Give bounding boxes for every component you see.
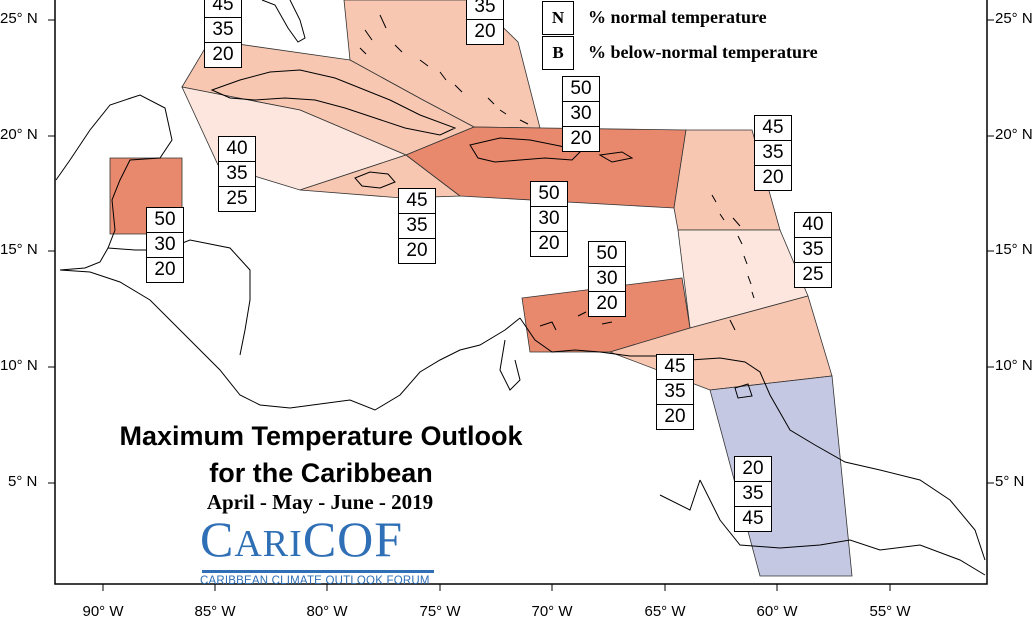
graticule-ticks <box>48 19 994 591</box>
logo-letter-c: C <box>200 511 235 567</box>
lat-label-25n-right: 25° N <box>995 10 1033 27</box>
prob-box-trinidad: 45 35 20 <box>656 354 694 430</box>
lon-label-65w: 65° W <box>644 603 686 620</box>
prob-below: 45 <box>735 506 771 531</box>
coastlines <box>55 0 986 576</box>
prob-above: 45 <box>212 0 234 15</box>
lon-label-80w: 80° W <box>306 603 348 620</box>
prob-below: 20 <box>589 291 625 316</box>
prob-above: 50 <box>596 243 618 264</box>
prob-normal: 35 <box>735 481 771 506</box>
prob-below: 20 <box>467 19 503 44</box>
prob-above: 45 <box>664 356 686 377</box>
map-title: Maximum Temperature Outlook for the Cari… <box>95 418 547 492</box>
legend-text-below: % below-normal temperature <box>588 42 818 62</box>
prob-normal: 30 <box>563 101 599 126</box>
forecast-period: April - May - June - 2019 <box>206 490 434 514</box>
prob-normal: 35 <box>795 237 831 262</box>
lon-label-55w: 55° W <box>869 603 911 620</box>
lat-label-15n-right: 15° N <box>995 241 1033 258</box>
prob-below: 25 <box>795 262 831 287</box>
lat-label-20n-right: 20° N <box>995 126 1033 143</box>
lon-label-90w: 90° W <box>82 603 124 620</box>
lon-label-60w: 60° W <box>756 603 798 620</box>
prob-box-hispaniola: 50 30 20 <box>562 76 600 152</box>
legend-text-normal: % normal temperature <box>588 7 767 27</box>
prob-normal: 35 <box>474 0 496 17</box>
legend-key-normal: N <box>542 0 574 35</box>
prob-normal: 30 <box>147 232 183 257</box>
prob-above: 45 <box>762 117 784 138</box>
lat-label-25n-left: 25° N <box>0 10 38 27</box>
prob-below: 20 <box>205 42 241 67</box>
prob-box-windward: 40 35 25 <box>794 212 832 288</box>
legend: N % normal temperature B % below-normal … <box>542 0 818 70</box>
prob-below: 25 <box>219 186 255 211</box>
legend-row-normal: N % normal temperature <box>542 0 818 35</box>
prob-below: 20 <box>657 404 693 429</box>
legend-key-below: B <box>542 35 574 70</box>
prob-above: 50 <box>538 183 560 204</box>
prob-below: 20 <box>563 126 599 151</box>
lat-label-20n-left: 20° N <box>0 126 38 143</box>
logo-rule <box>202 570 434 573</box>
lat-label-15n-left: 15° N <box>0 241 38 258</box>
prob-normal: 35 <box>399 213 435 238</box>
legend-row-below: B % below-normal temperature <box>542 35 818 70</box>
lat-label-10n-right: 10° N <box>995 357 1033 374</box>
prob-box-abc: 50 30 20 <box>588 241 626 317</box>
prob-above: 40 <box>802 214 824 235</box>
prob-box-western-caribbean: 40 35 25 <box>218 136 256 212</box>
prob-normal: 30 <box>589 266 625 291</box>
lat-label-5n-right: 5° N <box>995 473 1025 490</box>
lat-label-10n-left: 10° N <box>0 357 38 374</box>
prob-box-jamaica: 45 35 20 <box>398 188 436 264</box>
caricof-logo: CARICOF CARIBBEAN CLIMATE OUTLOOK FORUM <box>200 513 436 587</box>
caricof-tagline: CARIBBEAN CLIMATE OUTLOOK FORUM <box>200 575 430 587</box>
map-title-line2: for the Caribbean <box>209 458 433 488</box>
prob-above: 45 <box>406 190 428 211</box>
lat-label-5n-left: 5° N <box>8 473 38 490</box>
prob-above: 20 <box>742 458 764 479</box>
prob-above: 50 <box>570 78 592 99</box>
prob-box-hispaniola-south: 50 30 20 <box>530 181 568 257</box>
prob-below: 20 <box>755 165 791 190</box>
prob-box-bahamas-north: 45 35 20 <box>204 0 242 68</box>
prob-box-belize: 50 30 20 <box>146 207 184 283</box>
prob-normal: 35 <box>205 17 241 42</box>
prob-above: 40 <box>226 138 248 159</box>
caricof-wordmark: CARICOF <box>200 513 436 570</box>
prob-normal: 35 <box>219 161 255 186</box>
prob-below: 20 <box>531 231 567 256</box>
prob-below: 20 <box>399 238 435 263</box>
prob-box-leeward: 45 35 20 <box>754 115 792 191</box>
logo-letters-ari: ARI <box>234 523 303 565</box>
logo-letters-cof: COF <box>302 511 404 567</box>
prob-box-guianas: 20 35 45 <box>734 456 772 532</box>
prob-above: 50 <box>154 209 176 230</box>
lon-label-85w: 85° W <box>194 603 236 620</box>
lon-label-70w: 70° W <box>531 603 573 620</box>
prob-normal: 35 <box>755 140 791 165</box>
map-title-line1: Maximum Temperature Outlook <box>119 421 523 451</box>
prob-normal: 35 <box>657 379 693 404</box>
prob-box-bahamas-east: 35 20 <box>466 0 504 45</box>
lon-label-75w: 75° W <box>419 603 461 620</box>
prob-normal: 30 <box>531 206 567 231</box>
prob-below: 20 <box>147 257 183 282</box>
